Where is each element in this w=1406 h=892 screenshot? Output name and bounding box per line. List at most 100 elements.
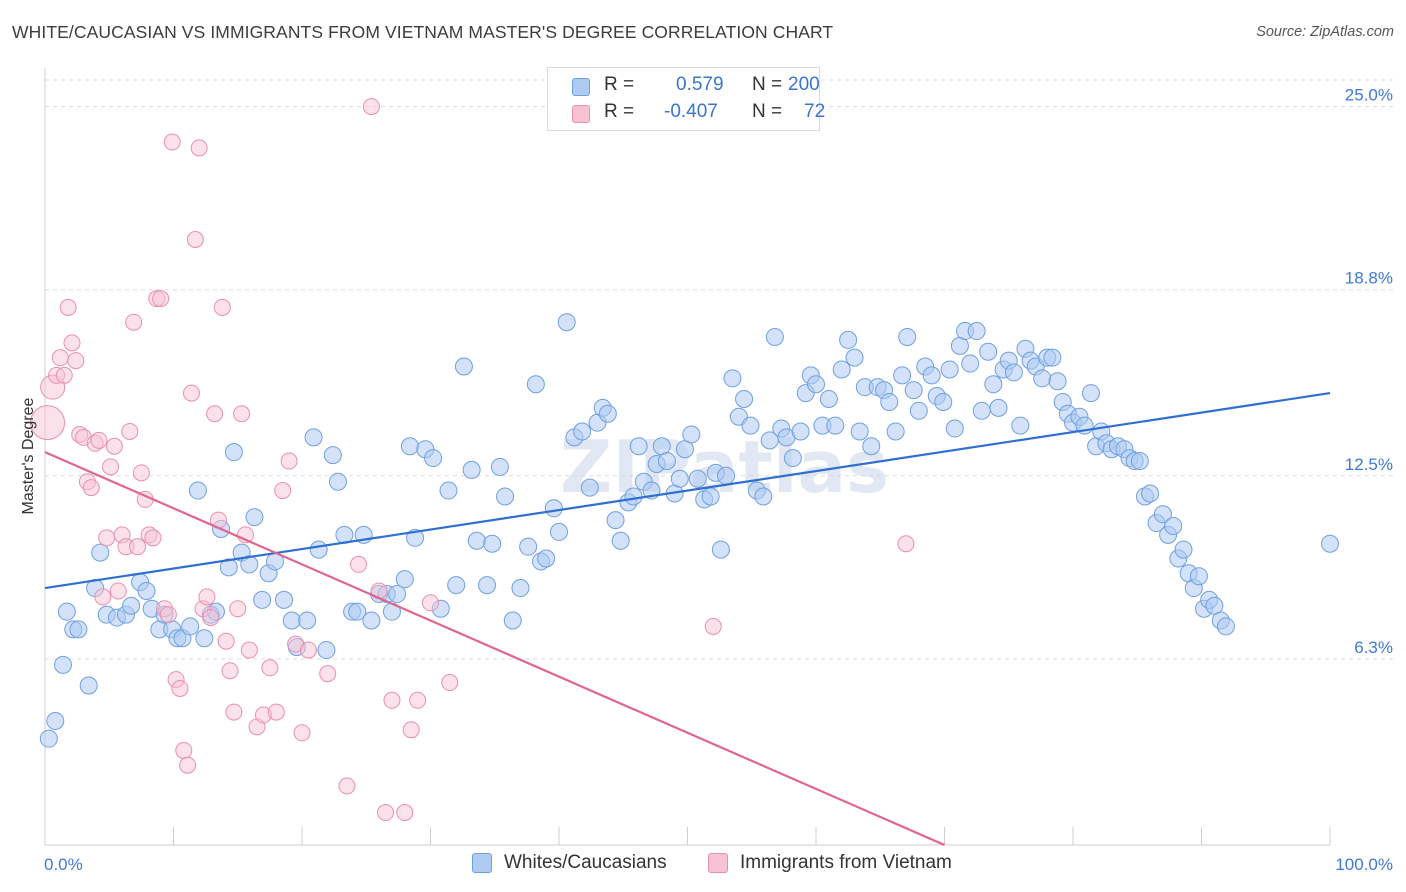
y-tick-label: 12.5%	[1345, 455, 1393, 474]
data-point-whites	[791, 422, 810, 441]
data-point-whites	[1048, 372, 1067, 391]
data-point-vietnam	[897, 535, 915, 553]
legend-swatch-pink	[708, 853, 728, 873]
data-point-whites	[922, 366, 941, 385]
data-point-vietnam	[121, 422, 139, 440]
data-point-whites	[1164, 517, 1183, 536]
data-point-whites	[282, 611, 301, 630]
data-point-whites	[624, 487, 643, 506]
data-point-whites	[711, 540, 730, 559]
data-point-whites	[240, 555, 259, 574]
data-point-whites	[447, 576, 466, 595]
data-point-vietnam	[267, 703, 285, 721]
data-point-whites	[490, 457, 509, 476]
data-point-vietnam	[422, 594, 439, 612]
data-point-vietnam	[206, 405, 224, 423]
data-point-whites	[1043, 348, 1062, 367]
data-point-vietnam	[377, 804, 395, 822]
data-point-whites	[537, 549, 556, 568]
data-point-whites	[735, 389, 754, 408]
data-point-vietnam	[217, 632, 235, 650]
legend-swatch-blue	[472, 853, 492, 873]
data-point-whites	[940, 360, 959, 379]
data-point-vietnam	[179, 756, 197, 774]
chart-title: WHITE/CAUCASIAN VS IMMIGRANTS FROM VIETN…	[12, 22, 834, 42]
data-point-vietnam	[441, 674, 459, 692]
data-point-whites	[304, 428, 323, 447]
data-point-whites	[137, 581, 156, 600]
data-point-whites	[972, 401, 991, 420]
series-whites-points	[39, 313, 1339, 748]
data-point-vietnam	[129, 538, 147, 556]
data-point-whites	[850, 422, 869, 441]
data-point-whites	[611, 531, 630, 550]
data-point-vietnam	[350, 555, 368, 573]
data-point-whites	[688, 469, 707, 488]
data-point-whites	[765, 327, 784, 346]
data-point-vietnam	[109, 582, 127, 600]
data-point-vietnam	[704, 617, 722, 635]
data-point-vietnam	[229, 600, 247, 618]
data-point-whites	[46, 711, 65, 730]
data-point-vietnam	[125, 313, 143, 331]
data-point-whites	[898, 327, 917, 346]
data-point-whites	[69, 620, 88, 639]
data-point-vietnam	[221, 662, 239, 680]
data-point-whites	[483, 534, 502, 553]
source-label[interactable]: Source: ZipAtlas.com	[1256, 24, 1394, 40]
data-point-vietnam	[274, 482, 292, 500]
data-point-vietnam	[94, 588, 112, 606]
data-point-whites	[845, 348, 864, 367]
data-point-whites	[979, 342, 998, 361]
data-point-whites	[909, 401, 928, 420]
data-point-whites	[57, 602, 76, 621]
data-point-whites	[961, 354, 980, 373]
data-point-whites	[544, 499, 563, 518]
data-point-vietnam	[144, 529, 162, 547]
data-point-whites	[91, 543, 110, 562]
trend-lines	[44, 392, 1331, 847]
x-tick-label: 100.0%	[1335, 855, 1393, 874]
data-point-whites	[526, 375, 545, 394]
data-point-vietnam	[383, 691, 401, 709]
legend-r-label: R =	[604, 101, 635, 122]
data-point-vietnam	[202, 609, 220, 627]
data-point-whites	[826, 416, 845, 435]
data-point-vietnam	[105, 437, 123, 455]
data-point-whites	[862, 437, 881, 456]
data-point-vietnam	[30, 405, 66, 441]
data-point-whites	[807, 375, 825, 394]
y-axis-label: Master's Degree	[20, 397, 37, 514]
data-point-vietnam	[362, 98, 380, 116]
data-point-vietnam	[102, 458, 120, 476]
data-point-whites	[467, 531, 486, 550]
data-point-vietnam	[55, 366, 73, 384]
data-point-vietnam	[182, 384, 200, 402]
data-point-vietnam	[51, 349, 69, 367]
data-point-vietnam	[82, 479, 100, 497]
legend-swatch-pink	[572, 105, 590, 123]
data-point-vietnam	[190, 139, 208, 157]
data-point-vietnam	[98, 529, 116, 547]
data-point-whites	[598, 404, 617, 423]
data-point-whites	[701, 487, 720, 506]
data-point-vietnam	[261, 659, 279, 677]
data-point-vietnam	[213, 298, 231, 316]
data-point-vietnam	[240, 641, 258, 659]
y-tick-label: 18.8%	[1345, 269, 1393, 288]
data-point-whites	[904, 381, 923, 400]
legend-n-value: 72	[804, 101, 826, 122]
data-point-whites	[1033, 369, 1052, 388]
data-point-whites	[819, 389, 838, 408]
data-point-whites	[1189, 567, 1208, 586]
data-point-whites	[1153, 505, 1172, 524]
data-point-whites	[1130, 452, 1149, 471]
legend-n-value: 200	[788, 74, 820, 95]
data-point-vietnam	[280, 452, 298, 470]
data-point-whites	[298, 611, 317, 630]
tick-labels: 6.3% 12.5% 18.8% 25.0% 0.0% 100.0%	[44, 86, 1393, 874]
data-point-whites	[839, 330, 858, 349]
x-tick-label: 0.0%	[44, 855, 83, 874]
data-point-whites	[832, 360, 851, 379]
data-point-vietnam	[63, 334, 81, 352]
